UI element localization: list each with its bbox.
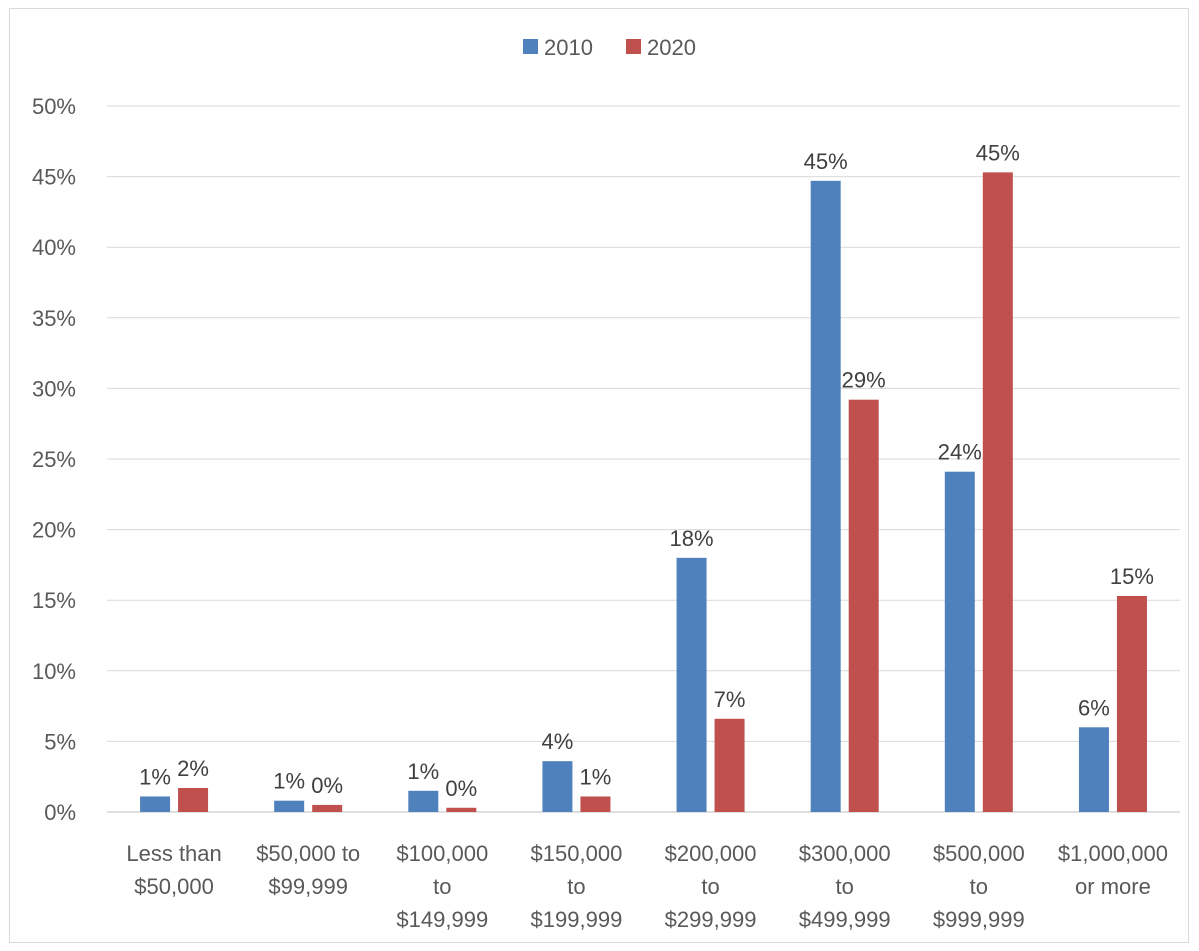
y-tick-label: 0%: [44, 800, 76, 825]
bar-2010: [542, 761, 573, 812]
bar-2020: [312, 804, 343, 812]
bar-2020: [848, 399, 879, 812]
data-label-2010: 24%: [938, 440, 982, 465]
y-tick-label: 50%: [32, 94, 76, 119]
x-category-label-line: $299,999: [665, 907, 757, 932]
x-category-label: $1,000,000 or more: [1058, 841, 1168, 899]
x-category-label-line: to: [836, 874, 854, 899]
data-label-2020: 29%: [842, 368, 886, 393]
x-category-label-line: $200,000: [665, 841, 757, 866]
bar-2010: [140, 796, 171, 812]
x-category-label-line: $50,000 to: [256, 841, 360, 866]
bar-2010: [1078, 727, 1109, 812]
x-category-label-line: to: [701, 874, 719, 899]
bar-2010: [810, 180, 841, 812]
y-tick-label: 25%: [32, 447, 76, 472]
x-category-label: $150,000 to $199,999: [531, 841, 623, 932]
data-label-2020: 2%: [177, 756, 209, 781]
data-label-2020: 45%: [976, 140, 1020, 165]
y-tick-label: 45%: [32, 165, 76, 190]
bar-2020: [178, 787, 209, 812]
bar-2020: [1116, 595, 1147, 812]
x-category-label: $200,000 to $299,999: [665, 841, 757, 932]
data-label-2020: 1%: [580, 764, 612, 789]
data-label-2010: 6%: [1078, 695, 1110, 720]
y-tick-label: 20%: [32, 518, 76, 543]
x-category-label-line: $150,000: [531, 841, 623, 866]
legend-label-2010: 2010: [544, 35, 593, 60]
y-tick-label: 40%: [32, 235, 76, 260]
bar-2020: [446, 807, 477, 812]
data-label-2010: 1%: [273, 769, 305, 794]
y-tick-label: 15%: [32, 588, 76, 613]
x-category-label: $500,000 to $999,999: [933, 841, 1025, 932]
data-label-2020: 15%: [1110, 564, 1154, 589]
x-category-label-line: $50,000: [134, 874, 214, 899]
data-label-2020: 0%: [445, 776, 477, 801]
x-category-label-line: $999,999: [933, 907, 1025, 932]
x-category-label-line: $499,999: [799, 907, 891, 932]
bar-2020: [714, 718, 745, 812]
bar-2020: [982, 172, 1013, 812]
data-label-2010: 1%: [407, 759, 439, 784]
x-category-label-line: $99,999: [268, 874, 348, 899]
x-category-label-line: $149,999: [396, 907, 488, 932]
x-category-label: $100,000 to $149,999: [396, 841, 488, 932]
data-label-2010: 18%: [670, 526, 714, 551]
y-tick-label: 35%: [32, 306, 76, 331]
x-category-label: Less than $50,000: [126, 841, 221, 899]
x-category-label-line: or more: [1075, 874, 1151, 899]
x-category-label-line: to: [970, 874, 988, 899]
x-category-label-line: Less than: [126, 841, 221, 866]
data-label-2020: 0%: [311, 773, 343, 798]
data-label-2010: 4%: [542, 729, 574, 754]
data-label-2020: 7%: [714, 687, 746, 712]
bar-2010: [944, 471, 975, 812]
x-category-label-line: $199,999: [531, 907, 623, 932]
data-label-2010: 45%: [804, 149, 848, 174]
x-category-label: $50,000 to $99,999: [256, 841, 360, 899]
legend-swatch-2010: [523, 39, 538, 54]
bar-2010: [408, 790, 439, 812]
x-category-label-line: $300,000: [799, 841, 891, 866]
legend-label-2020: 2020: [647, 35, 696, 60]
legend-swatch-2020: [626, 39, 641, 54]
bar-2010: [274, 800, 305, 812]
data-label-2010: 1%: [139, 764, 171, 789]
y-tick-label: 10%: [32, 659, 76, 684]
x-category-label-line: to: [567, 874, 585, 899]
x-category-label-line: $100,000: [396, 841, 488, 866]
x-category-label-line: $500,000: [933, 841, 1025, 866]
x-category-label-line: $1,000,000: [1058, 841, 1168, 866]
y-tick-label: 30%: [32, 376, 76, 401]
bar-2010: [676, 557, 707, 812]
bar-2020: [580, 796, 611, 812]
x-category-label: $300,000 to $499,999: [799, 841, 891, 932]
x-category-label-line: to: [433, 874, 451, 899]
y-tick-label: 5%: [44, 729, 76, 754]
